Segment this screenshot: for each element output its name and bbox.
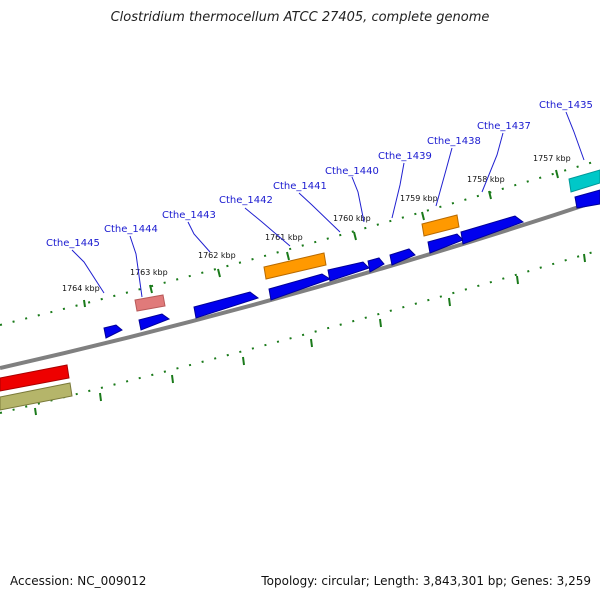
feature-pink — [134, 294, 166, 312]
gene-label-cthe-1441: Cthe_1441 — [273, 181, 327, 192]
cds-features — [103, 189, 600, 339]
feature-cyan — [568, 169, 600, 193]
gene-label-cthe-1437: Cthe_1437 — [477, 121, 531, 132]
tick-label-1764: 1764 kbp — [62, 284, 100, 293]
inner-major-ticks — [34, 253, 586, 416]
major-tick — [421, 211, 425, 221]
left-features — [0, 364, 73, 411]
cds-arrow — [389, 248, 416, 266]
feature-red — [0, 364, 70, 392]
genome-summary: Topology: circular; Length: 3,843,301 bp… — [261, 574, 591, 588]
outer-features — [134, 169, 600, 312]
connector-cthe-1442 — [244, 207, 291, 247]
feature-olive — [0, 382, 73, 411]
major-tick — [310, 338, 313, 348]
major-tick — [583, 253, 586, 263]
major-tick — [555, 169, 559, 179]
tick-label-1763: 1763 kbp — [130, 268, 168, 277]
label-connectors — [71, 111, 585, 298]
cds-arrow — [138, 313, 171, 331]
cds-arrow — [574, 189, 600, 209]
genome-backbone — [0, 198, 600, 370]
feature-orange — [421, 214, 460, 237]
major-tick — [99, 392, 102, 402]
cds-arrow — [193, 291, 260, 319]
major-tick — [286, 251, 290, 261]
tick-label-1758: 1758 kbp — [467, 175, 505, 184]
major-ticks — [83, 169, 559, 308]
map-title: Clostridium thermocellum ATCC 27405, com… — [110, 10, 490, 25]
connector-cthe-1437 — [481, 132, 504, 193]
connector-cthe-1435 — [565, 111, 585, 161]
cds-arrow — [460, 215, 525, 245]
connector-cthe-1440 — [351, 176, 365, 223]
major-tick — [83, 299, 86, 308]
gene-label-cthe-1442: Cthe_1442 — [219, 195, 273, 206]
tick-label-1757: 1757 kbp — [533, 154, 571, 163]
major-tick — [217, 268, 221, 278]
connector-cthe-1443 — [187, 221, 211, 253]
connector-cthe-1444 — [129, 235, 143, 298]
major-tick — [516, 275, 519, 285]
connector-cthe-1441 — [298, 192, 341, 233]
gene-label-cthe-1444: Cthe_1444 — [104, 224, 158, 235]
major-tick — [488, 190, 492, 200]
inner-tick-ring — [0, 249, 600, 414]
major-tick — [34, 407, 37, 416]
connector-cthe-1439 — [391, 162, 405, 219]
gene-label-cthe-1445: Cthe_1445 — [46, 238, 100, 249]
gene-label-cthe-1435: Cthe_1435 — [539, 100, 593, 111]
accession-text: Accession: NC_009012 — [10, 574, 147, 588]
connector-cthe-1438 — [435, 147, 453, 207]
major-tick — [379, 318, 382, 328]
major-tick — [448, 297, 451, 307]
gene-label-cthe-1439: Cthe_1439 — [378, 151, 432, 162]
cds-arrow — [103, 324, 123, 339]
connector-cthe-1445 — [71, 249, 105, 294]
major-tick — [171, 374, 174, 384]
gene-label-cthe-1440: Cthe_1440 — [325, 166, 379, 177]
tick-label-1760: 1760 kbp — [333, 214, 371, 223]
gene-label-cthe-1443: Cthe_1443 — [162, 210, 216, 221]
cds-arrow — [367, 257, 385, 273]
tick-label-1762: 1762 kbp — [198, 251, 236, 260]
gene-label-cthe-1438: Cthe_1438 — [427, 136, 481, 147]
major-tick — [353, 231, 357, 241]
tick-label-1759: 1759 kbp — [400, 194, 438, 203]
tick-label-1761: 1761 kbp — [265, 233, 303, 242]
outer-tick-ring — [0, 159, 600, 326]
feature-orange — [263, 252, 327, 280]
major-tick — [242, 356, 245, 366]
major-tick — [149, 284, 153, 294]
